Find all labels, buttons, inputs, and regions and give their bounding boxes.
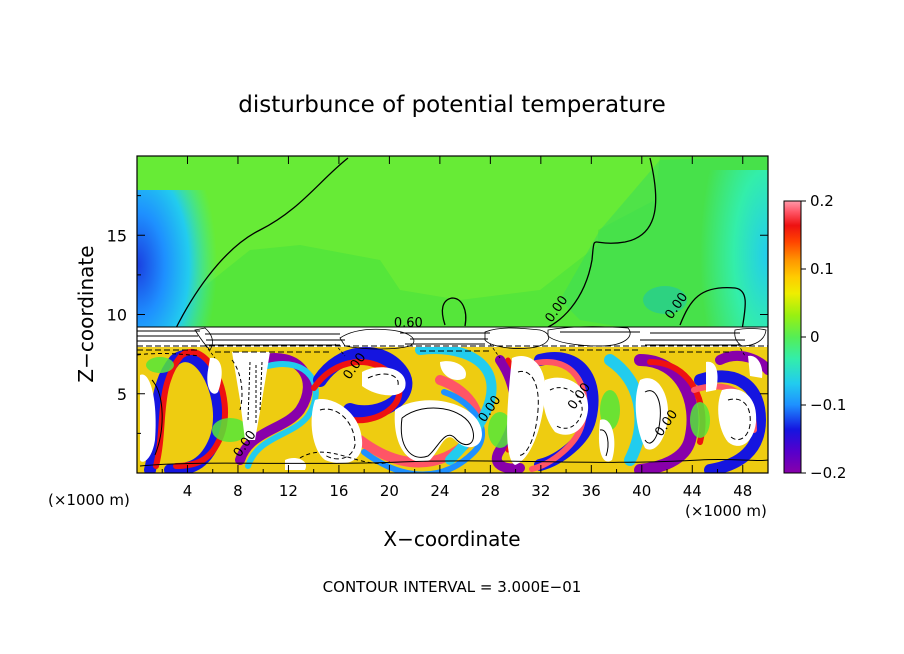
x-tick-label: 4 xyxy=(183,482,193,500)
x-unit-right: (×1000 m) xyxy=(685,502,767,520)
y-tick-label: 10 xyxy=(107,306,127,325)
colorbar-ticks: 0.2 0.1 0 −0.1 −0.2 xyxy=(801,192,846,482)
y-axis-ticks: 5 10 15 xyxy=(107,195,768,434)
x-tick-label: 40 xyxy=(632,482,651,500)
colorbar-tick-label: −0.2 xyxy=(810,464,846,482)
colorbar-tick-label: 0.1 xyxy=(810,260,834,278)
x-tick-label: 32 xyxy=(531,482,550,500)
x-tick-label: 36 xyxy=(582,482,601,500)
upper-field-light xyxy=(137,156,660,330)
x-tick-label: 48 xyxy=(733,482,752,500)
cold-pool-left xyxy=(137,190,217,340)
x-tick-label: 20 xyxy=(380,482,399,500)
x-tick-label: 12 xyxy=(279,482,298,500)
x-axis-label: X−coordinate xyxy=(383,527,520,551)
lower-field xyxy=(137,340,768,473)
interface-band xyxy=(137,326,768,359)
cool-patch xyxy=(643,286,687,314)
contour-upper-2 xyxy=(539,157,657,331)
x-tick-label: 24 xyxy=(430,482,449,500)
contour-upper-4 xyxy=(679,287,746,331)
contour-upper-3 xyxy=(441,297,467,327)
colorbar: 0.2 0.1 0 −0.1 −0.2 xyxy=(783,192,846,482)
colorbar-tick-label: 0 xyxy=(810,328,820,346)
y-tick-label: 15 xyxy=(107,226,127,245)
x-tick-label: 16 xyxy=(329,482,348,500)
chart-title: disturbunce of potential temperature xyxy=(238,92,666,118)
x-tick-label: 44 xyxy=(683,482,702,500)
x-axis-ticks: 4 8 12 16 20 24 28 32 36 40 44 48 xyxy=(161,156,752,500)
colorbar-gradient xyxy=(783,200,802,474)
y-tick-label: 5 xyxy=(117,385,127,404)
colorbar-tick-label: 0.2 xyxy=(810,192,834,210)
plot-area xyxy=(137,156,768,473)
contour-interval-note: CONTOUR INTERVAL = 3.000E−01 xyxy=(323,578,582,596)
x-tick-label: 28 xyxy=(481,482,500,500)
contour-upper-1 xyxy=(174,157,349,331)
cold-pool-right xyxy=(700,170,768,340)
x-tick-label: 8 xyxy=(233,482,243,500)
x-unit-left: (×1000 m) xyxy=(48,491,130,509)
colorbar-tick-label: −0.1 xyxy=(810,396,846,414)
contour-label: 0.60 xyxy=(394,316,423,331)
y-axis-label: Z−coordinate xyxy=(74,245,98,382)
